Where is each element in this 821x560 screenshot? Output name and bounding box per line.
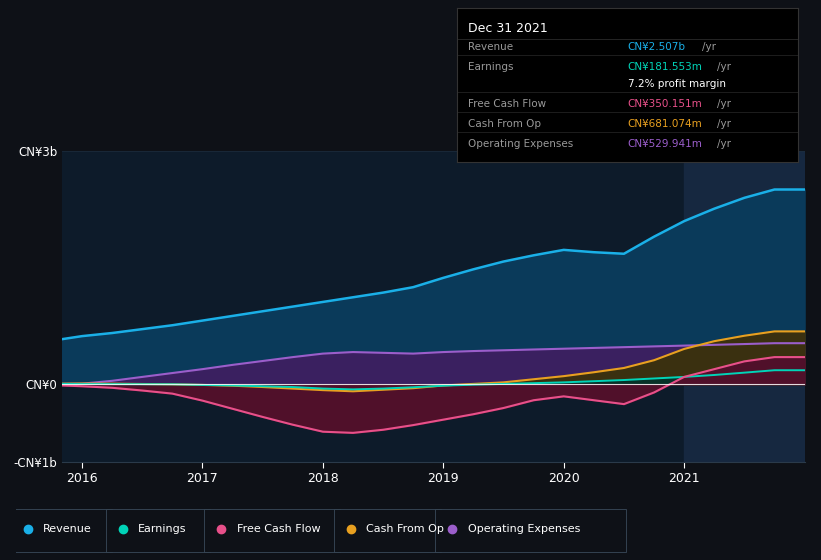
Text: 7.2% profit margin: 7.2% profit margin — [628, 79, 726, 89]
Text: Revenue: Revenue — [467, 42, 512, 52]
Text: CN¥2.507b: CN¥2.507b — [628, 42, 686, 52]
Text: Earnings: Earnings — [138, 524, 187, 534]
Text: /yr: /yr — [717, 139, 731, 149]
Text: Dec 31 2021: Dec 31 2021 — [467, 22, 548, 35]
Text: Earnings: Earnings — [467, 62, 513, 72]
Text: Cash From Op: Cash From Op — [366, 524, 444, 534]
Text: Free Cash Flow: Free Cash Flow — [237, 524, 320, 534]
FancyBboxPatch shape — [333, 508, 442, 552]
FancyBboxPatch shape — [10, 508, 112, 552]
Text: /yr: /yr — [717, 62, 731, 72]
Text: Operating Expenses: Operating Expenses — [468, 524, 580, 534]
Text: Revenue: Revenue — [43, 524, 92, 534]
Text: CN¥681.074m: CN¥681.074m — [628, 119, 703, 129]
Text: CN¥529.941m: CN¥529.941m — [628, 139, 703, 149]
Text: /yr: /yr — [717, 99, 731, 109]
Text: CN¥350.151m: CN¥350.151m — [628, 99, 703, 109]
Text: /yr: /yr — [702, 42, 716, 52]
Text: CN¥181.553m: CN¥181.553m — [628, 62, 703, 72]
FancyBboxPatch shape — [204, 508, 340, 552]
FancyBboxPatch shape — [435, 508, 626, 552]
Text: Free Cash Flow: Free Cash Flow — [467, 99, 546, 109]
Text: Operating Expenses: Operating Expenses — [467, 139, 573, 149]
FancyBboxPatch shape — [106, 508, 210, 552]
Text: /yr: /yr — [717, 119, 731, 129]
Text: Cash From Op: Cash From Op — [467, 119, 540, 129]
Bar — [684, 151, 805, 462]
